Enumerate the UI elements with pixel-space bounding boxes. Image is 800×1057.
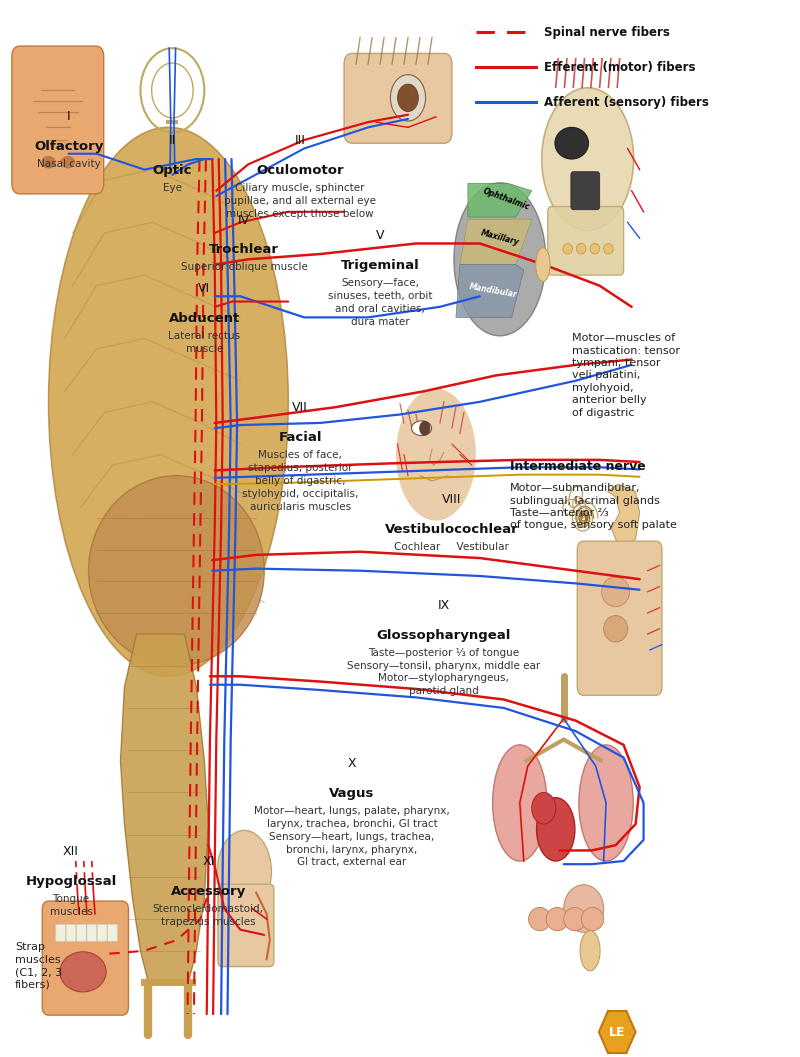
- Text: Trochlear: Trochlear: [210, 243, 279, 257]
- Ellipse shape: [604, 615, 628, 642]
- Text: Oculomotor: Oculomotor: [256, 164, 344, 178]
- Ellipse shape: [590, 243, 600, 254]
- Text: Facial: Facial: [278, 431, 322, 444]
- Text: XII: XII: [63, 845, 79, 858]
- Text: VII: VII: [292, 402, 308, 414]
- Polygon shape: [121, 634, 208, 982]
- Text: V: V: [376, 229, 384, 242]
- Ellipse shape: [537, 798, 575, 861]
- Polygon shape: [468, 183, 532, 217]
- Text: Nasal cavity: Nasal cavity: [37, 159, 101, 169]
- Text: Accessory: Accessory: [170, 886, 246, 898]
- Circle shape: [390, 75, 426, 122]
- Ellipse shape: [42, 155, 56, 168]
- Text: Spinal nerve fibers: Spinal nerve fibers: [544, 25, 670, 39]
- FancyBboxPatch shape: [56, 925, 66, 941]
- Text: Muscles of face,
stapedius, posterior
belly of digastric,
stylohyoid, occipitali: Muscles of face, stapedius, posterior be…: [242, 450, 358, 512]
- Ellipse shape: [564, 908, 586, 930]
- Text: Vagus: Vagus: [330, 787, 374, 800]
- FancyBboxPatch shape: [548, 206, 624, 275]
- Ellipse shape: [563, 243, 573, 254]
- FancyBboxPatch shape: [42, 902, 129, 1015]
- Ellipse shape: [217, 831, 271, 913]
- Ellipse shape: [49, 127, 288, 676]
- FancyBboxPatch shape: [344, 54, 452, 143]
- Text: IX: IX: [438, 599, 450, 612]
- Text: II: II: [169, 134, 176, 147]
- Ellipse shape: [555, 127, 589, 159]
- Circle shape: [419, 421, 430, 435]
- Text: VIII: VIII: [442, 494, 462, 506]
- Circle shape: [398, 85, 418, 112]
- Text: Glossopharyngeal: Glossopharyngeal: [377, 629, 511, 642]
- Text: Intermediate nerve: Intermediate nerve: [510, 460, 646, 472]
- Ellipse shape: [493, 745, 547, 861]
- Text: Vestibulocochlear: Vestibulocochlear: [385, 523, 518, 536]
- FancyBboxPatch shape: [98, 925, 107, 941]
- Text: Sensory—face,
sinuses, teeth, orbit
and oral cavities,
dura mater: Sensory—face, sinuses, teeth, orbit and …: [328, 278, 432, 327]
- Text: Ciliary muscle, sphincter
pupillae, and all external eye
muscles except those be: Ciliary muscle, sphincter pupillae, and …: [224, 183, 376, 219]
- Ellipse shape: [454, 183, 546, 336]
- Text: Eye: Eye: [163, 183, 182, 193]
- Polygon shape: [456, 264, 524, 317]
- FancyBboxPatch shape: [578, 541, 662, 696]
- Text: Cochlear     Vestibular: Cochlear Vestibular: [394, 542, 510, 552]
- Text: IV: IV: [238, 214, 250, 226]
- Text: LE: LE: [609, 1025, 626, 1039]
- FancyBboxPatch shape: [571, 171, 600, 209]
- Text: X: X: [348, 757, 356, 771]
- Ellipse shape: [546, 908, 569, 930]
- Ellipse shape: [60, 951, 106, 991]
- Ellipse shape: [529, 908, 551, 930]
- Text: Abducent: Abducent: [169, 312, 240, 326]
- Text: VI: VI: [198, 282, 210, 295]
- FancyBboxPatch shape: [108, 925, 118, 941]
- Ellipse shape: [580, 930, 600, 970]
- Text: I: I: [66, 110, 70, 124]
- Text: Motor—muscles of
mastication: tensor
tympani, tensor
veli palatini,
mylohyoid,
a: Motor—muscles of mastication: tensor tym…: [572, 333, 680, 418]
- Ellipse shape: [542, 88, 634, 230]
- Ellipse shape: [579, 745, 633, 861]
- Text: Motor—heart, lungs, palate, pharynx,
larynx, trachea, bronchi, GI tract
Sensory—: Motor—heart, lungs, palate, pharynx, lar…: [254, 806, 450, 868]
- Text: XI: XI: [202, 855, 214, 869]
- Text: Optic: Optic: [153, 164, 192, 178]
- Text: Taste—posterior ⅓ of tongue
Sensory—tonsil, pharynx, middle ear
Motor—stylophary: Taste—posterior ⅓ of tongue Sensory—tons…: [347, 648, 541, 697]
- Text: Tongue
muscles: Tongue muscles: [50, 894, 93, 916]
- Text: Superior oblique muscle: Superior oblique muscle: [181, 262, 308, 273]
- FancyBboxPatch shape: [66, 925, 76, 941]
- Text: Trigeminal: Trigeminal: [341, 259, 419, 273]
- Text: Strap
muscles
(C1, 2, 3
fibers): Strap muscles (C1, 2, 3 fibers): [15, 942, 62, 989]
- Text: Ophthalmic: Ophthalmic: [482, 186, 531, 211]
- Ellipse shape: [564, 885, 604, 932]
- Text: Hypoglossal: Hypoglossal: [26, 875, 117, 888]
- Ellipse shape: [396, 389, 476, 521]
- FancyBboxPatch shape: [87, 925, 97, 941]
- Ellipse shape: [602, 577, 630, 607]
- Text: III: III: [294, 134, 306, 147]
- Text: Mandibular: Mandibular: [469, 282, 518, 299]
- Ellipse shape: [577, 243, 586, 254]
- FancyBboxPatch shape: [218, 885, 274, 966]
- Ellipse shape: [89, 476, 264, 666]
- Ellipse shape: [582, 908, 604, 930]
- Text: Olfactory: Olfactory: [34, 140, 103, 153]
- Text: Motor—submandibular,
sublingual, lacrimal glands
Taste—anterior ²⁄₃
of tongue, s: Motor—submandibular, sublingual, lacrima…: [510, 483, 677, 531]
- Polygon shape: [608, 484, 639, 550]
- FancyBboxPatch shape: [12, 47, 104, 193]
- Ellipse shape: [411, 421, 431, 435]
- Text: Efferent (motor) fibers: Efferent (motor) fibers: [544, 60, 695, 74]
- Text: Maxillary: Maxillary: [480, 228, 520, 247]
- Ellipse shape: [536, 247, 550, 281]
- Ellipse shape: [61, 155, 75, 168]
- FancyBboxPatch shape: [77, 925, 86, 941]
- Text: Lateral rectus
muscle: Lateral rectus muscle: [168, 331, 241, 354]
- Text: Afferent (sensory) fibers: Afferent (sensory) fibers: [544, 95, 709, 109]
- Ellipse shape: [604, 243, 614, 254]
- Polygon shape: [460, 219, 532, 264]
- Ellipse shape: [532, 793, 556, 824]
- Text: Sternocleidomastoid,
trapezius muscles: Sternocleidomastoid, trapezius muscles: [153, 905, 264, 927]
